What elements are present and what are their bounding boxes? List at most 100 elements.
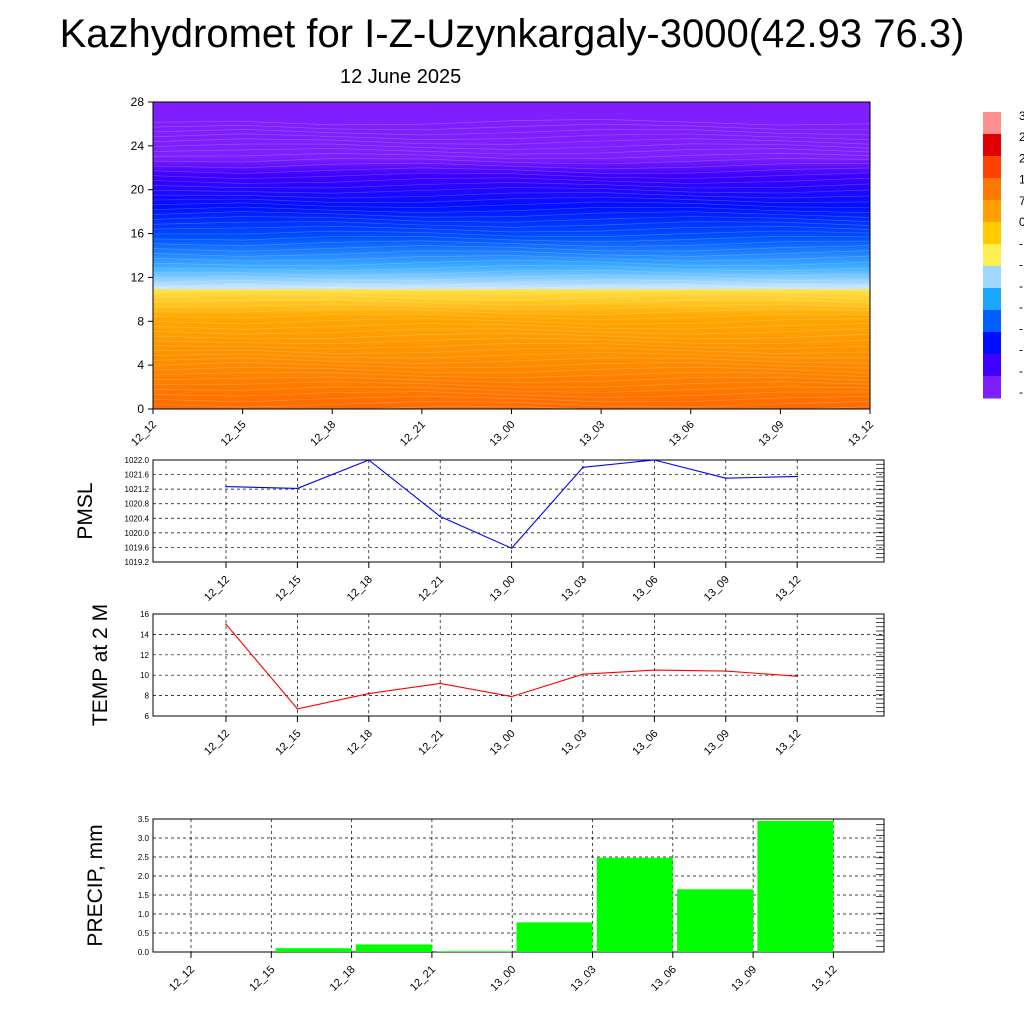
x-tick-label: 12_18 <box>345 574 375 604</box>
isotherm-line <box>152 347 871 354</box>
x-tick-label: 12_18 <box>328 964 358 994</box>
x-tick-label-group: 13_00 <box>488 419 518 449</box>
y-tick-label: 28 <box>131 95 145 109</box>
data-point <box>510 695 513 698</box>
y-tick-label: 1020.8 <box>125 500 150 509</box>
isotherm-line <box>152 225 871 233</box>
x-tick-label-group: 13_12 <box>773 574 803 604</box>
x-tick-label-group: 12_12 <box>202 574 232 604</box>
x-tick-label-group: 13_00 <box>488 728 518 758</box>
y-tick-label: 14 <box>140 630 149 639</box>
chart-subtitle: 12 June 2025 <box>340 66 462 88</box>
panel-frame <box>152 613 885 717</box>
y-tick-label: 2.5 <box>138 853 150 862</box>
isotherm-line <box>152 129 871 136</box>
isotherm-line <box>152 148 871 155</box>
isotherm-line <box>152 303 871 310</box>
y-axis-title: TEMP at 2 M <box>89 604 112 726</box>
x-tick-label: 13_12 <box>773 574 803 604</box>
isotherm-line <box>152 196 871 204</box>
x-tick-label-group: 13_06 <box>649 964 679 994</box>
x-tick-label-group: 12_15 <box>247 964 277 994</box>
colorbar-swatch <box>983 266 1001 289</box>
x-tick-label: 13_09 <box>702 728 732 758</box>
isotherm-line <box>152 255 871 262</box>
isotherm-line <box>152 221 871 228</box>
colorbar-label: - <box>1019 236 1023 250</box>
x-tick-label: 13_09 <box>729 964 759 994</box>
x-tick-label-group: 13_09 <box>702 728 732 758</box>
x-tick-label: 13_12 <box>846 419 876 449</box>
x-tick-label: 12_21 <box>416 728 446 758</box>
colorbar-label: - <box>1019 321 1023 335</box>
y-tick-label: 12 <box>131 270 145 284</box>
isotherm-line <box>152 405 871 413</box>
y-tick-label: 1.0 <box>138 910 150 919</box>
colorbar-label: 2 <box>1019 151 1024 165</box>
y-tick-label: 4 <box>137 358 144 372</box>
y-axis-title-group: PRECIP, mm <box>84 824 107 946</box>
x-tick-label: 12_15 <box>273 728 303 758</box>
x-tick-label-group: 12_18 <box>345 574 375 604</box>
x-tick-label-group: 13_06 <box>667 419 697 449</box>
y-tick-label: 1020.4 <box>125 514 150 523</box>
isotherm-line <box>152 313 871 320</box>
x-tick-label-group: 13_09 <box>702 574 732 604</box>
y-tick-label: 1019.6 <box>125 543 150 552</box>
isotherm-line <box>152 337 871 345</box>
y-tick-label: 2.0 <box>138 872 150 881</box>
isotherm-line <box>152 352 870 359</box>
y-tick-label: 3.5 <box>138 815 150 824</box>
x-tick-label: 12_12 <box>202 728 232 758</box>
y-tick-label: 1020.0 <box>125 529 150 538</box>
x-tick-label: 12_21 <box>398 419 428 449</box>
temp-panel: 16 14 12 10 8 6 12_12 12_15 12_18 12_21 13_00 13_03… <box>89 604 885 758</box>
y-tick-label: 1019.2 <box>125 558 150 567</box>
isotherm-line <box>152 274 871 281</box>
data-point <box>796 475 798 478</box>
y-tick-label: 1021.6 <box>125 471 150 480</box>
y-tick-label: 16 <box>140 610 149 619</box>
y-tick-label: 0 <box>137 402 144 416</box>
x-tick-label: 13_00 <box>488 419 518 449</box>
x-tick-label: 13_06 <box>630 728 660 758</box>
x-tick-label: 13_12 <box>773 728 803 758</box>
colorbar-label: - <box>1019 343 1023 357</box>
y-tick-label: 0.5 <box>138 929 150 938</box>
y-tick-label: 10 <box>140 671 149 680</box>
isotherm-line <box>152 259 871 267</box>
x-tick-label: 12_15 <box>219 419 249 449</box>
x-tick-label-group: 13_06 <box>630 574 660 604</box>
y-tick-label: 1021.2 <box>125 485 150 494</box>
isotherm-line <box>152 240 871 247</box>
data-point <box>368 692 370 695</box>
x-tick-label-group: 13_12 <box>809 964 839 994</box>
data-point <box>225 485 227 488</box>
colorbar-swatch <box>983 178 1001 201</box>
colorbar-swatch <box>983 310 1001 333</box>
data-point <box>725 477 727 480</box>
x-tick-label: 12_15 <box>273 574 303 604</box>
colorbar-label: 3 <box>1019 109 1024 123</box>
x-tick-label-group: 13_12 <box>846 419 876 449</box>
data-point <box>225 623 227 625</box>
x-tick-label-group: 12_15 <box>273 574 303 604</box>
colorbar-label: - <box>1019 258 1023 272</box>
y-tick-label: 1022.0 <box>125 456 150 465</box>
y-tick-label: 20 <box>131 183 145 197</box>
y-tick-label: 8 <box>137 314 144 328</box>
pmsl-panel: 1022.0 1021.6 1021.2 1020.8 1020.4 1020.0 1019… <box>74 456 885 604</box>
isotherm-line <box>152 192 871 199</box>
isotherm-line <box>152 279 871 286</box>
colorbar-label: - <box>1019 300 1023 314</box>
isotherm-line <box>152 250 871 257</box>
y-tick-label: 8 <box>145 692 150 701</box>
x-tick-label-group: 12_21 <box>408 964 438 994</box>
precip-bar <box>677 889 754 952</box>
isotherm-line <box>152 381 871 388</box>
precip-bar <box>596 857 673 952</box>
colorbar-label: - <box>1019 279 1023 293</box>
data-point <box>796 675 798 678</box>
x-tick-label-group: 12_15 <box>219 419 249 449</box>
x-tick-label-group: 13_09 <box>729 964 759 994</box>
